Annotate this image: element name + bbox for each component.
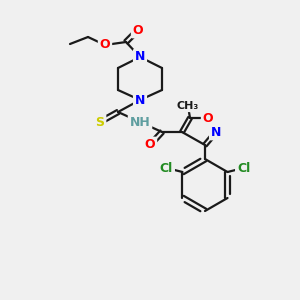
Text: N: N <box>135 94 145 106</box>
Text: O: O <box>203 112 213 124</box>
Text: N: N <box>211 125 221 139</box>
Text: N: N <box>135 50 145 64</box>
Text: CH₃: CH₃ <box>177 101 199 111</box>
Text: O: O <box>133 23 143 37</box>
Text: NH: NH <box>130 116 150 128</box>
Text: Cl: Cl <box>160 161 173 175</box>
Text: O: O <box>100 38 110 52</box>
Text: S: S <box>95 116 104 128</box>
Text: O: O <box>145 139 155 152</box>
Text: Cl: Cl <box>237 161 250 175</box>
